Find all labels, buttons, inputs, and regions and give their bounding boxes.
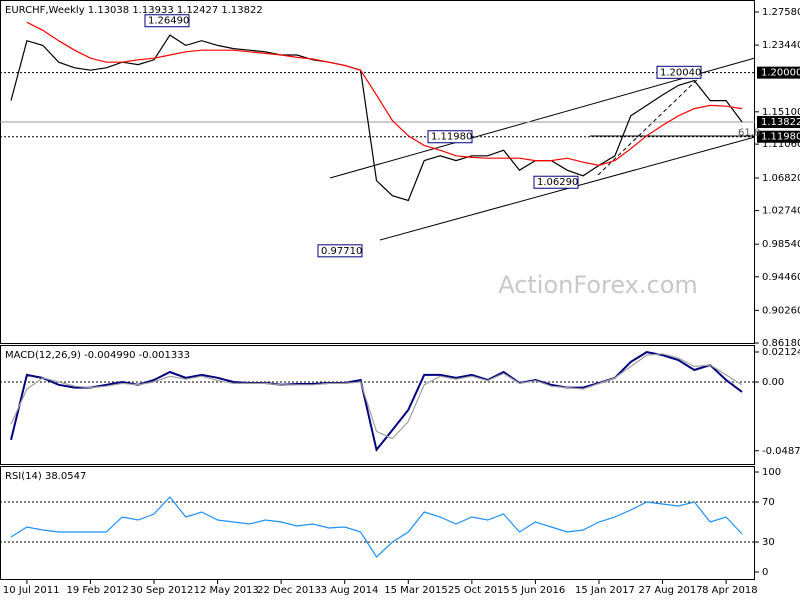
- x-tick-label: 30 Sep 2012: [130, 585, 193, 596]
- y-tick-label: 0: [762, 567, 768, 578]
- y-tick-label: 30: [762, 537, 775, 548]
- x-tick-label: 27 Aug 2017: [639, 585, 703, 596]
- annotation-box: [144, 14, 190, 28]
- y-tick-label: -0.048716: [762, 446, 800, 457]
- series-line: [10, 353, 743, 440]
- x-tick-label: 22 Dec 2013: [257, 585, 321, 596]
- panel-frame: [0, 345, 755, 465]
- annotation-label: 1.06290: [537, 177, 578, 188]
- panel-frame: [0, 0, 755, 344]
- x-tick-label: 8 Apr 2018: [702, 585, 757, 596]
- y-tick-label: 0.021242: [762, 347, 800, 358]
- level-box: [757, 116, 800, 129]
- series-line: [10, 496, 743, 558]
- level-box: [757, 130, 800, 143]
- panel-title: RSI(14) 38.0547: [5, 471, 86, 482]
- level-label: 1.20000: [761, 68, 800, 79]
- x-tick-label: 5 Jun 2016: [511, 585, 565, 596]
- series-line: [26, 21, 743, 167]
- annotation-box: [656, 65, 702, 79]
- annotation-label: 1.26490: [148, 16, 189, 27]
- y-tick-label: 0.00: [762, 377, 784, 388]
- watermark: ActionForex.com: [498, 271, 698, 299]
- y-tick-label: 1.15100: [762, 107, 800, 118]
- annotation-box: [317, 244, 363, 258]
- x-tick-label: 12 May 2013: [194, 585, 259, 596]
- annotation-box: [533, 175, 579, 189]
- x-tick-label: 25 Oct 2015: [448, 585, 510, 596]
- y-tick-label: 70: [762, 497, 775, 508]
- series-line: [10, 34, 743, 202]
- annotation-label: 1.11980: [431, 132, 472, 143]
- y-tick-label: 100: [762, 467, 781, 478]
- level-label: 1.13822: [761, 117, 800, 128]
- y-tick-label: 0.86180: [762, 338, 800, 349]
- x-tick-label: 10 Jul 2011: [3, 585, 60, 596]
- panel-title: MACD(12,26,9) -0.004990 -0.001333: [5, 350, 190, 361]
- panel-title: EURCHF,Weekly 1.13038 1.13933 1.12427 1.…: [5, 5, 263, 16]
- y-tick-label: 1.02740: [762, 206, 800, 217]
- y-tick-label: 1.06820: [762, 173, 800, 184]
- x-tick-label: 15 Jan 2017: [575, 585, 635, 596]
- level-label: 1.11980: [761, 132, 800, 143]
- y-tick-label: 0.94460: [762, 272, 800, 283]
- x-tick-label: 3 Aug 2014: [321, 585, 379, 596]
- panel-frame: [0, 466, 755, 580]
- y-tick-label: 1.11060: [762, 139, 800, 150]
- y-tick-label: 0.90260: [762, 305, 800, 316]
- x-tick-label: 19 Feb 2012: [66, 585, 128, 596]
- y-tick-label: 1.23440: [762, 40, 800, 51]
- level-box: [757, 66, 800, 79]
- x-tick-label: 15 Mar 2015: [384, 585, 447, 596]
- fib-label: 61.8: [738, 128, 760, 139]
- annotation-label: 1.20040: [660, 67, 701, 78]
- annotation-box: [427, 130, 473, 144]
- annotation-label: 0.97710: [321, 246, 362, 257]
- y-tick-label: 1.27580: [762, 7, 800, 18]
- y-tick-label: 0.98540: [762, 239, 800, 250]
- fib-base: [597, 71, 706, 176]
